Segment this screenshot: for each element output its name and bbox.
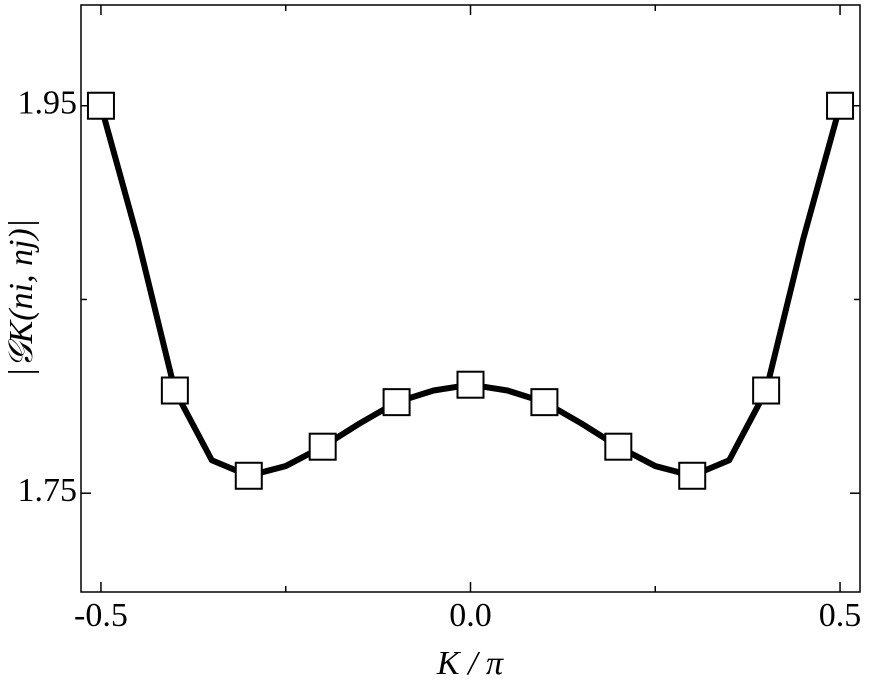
marker	[752, 376, 781, 405]
marker	[160, 376, 189, 405]
curve	[98, 104, 843, 479]
x-tick-label: 0.5	[819, 597, 862, 634]
marker	[382, 388, 411, 417]
marker	[234, 461, 263, 490]
marker	[86, 91, 115, 120]
marker	[604, 432, 633, 461]
y-axis-label: |𝒢K(ni, nj)|	[3, 219, 40, 377]
x-tick-label: 0.0	[449, 597, 492, 634]
marker	[678, 461, 707, 490]
y-tick-label: 1.95	[18, 85, 78, 122]
marker	[530, 388, 559, 417]
plot-frame	[80, 4, 861, 593]
y-tick-label: 1.75	[18, 472, 78, 509]
x-axis-label: K / π	[436, 645, 504, 682]
x-tick-label: -0.5	[74, 597, 128, 634]
marker	[456, 370, 485, 399]
marker	[826, 91, 855, 120]
marker	[308, 432, 337, 461]
